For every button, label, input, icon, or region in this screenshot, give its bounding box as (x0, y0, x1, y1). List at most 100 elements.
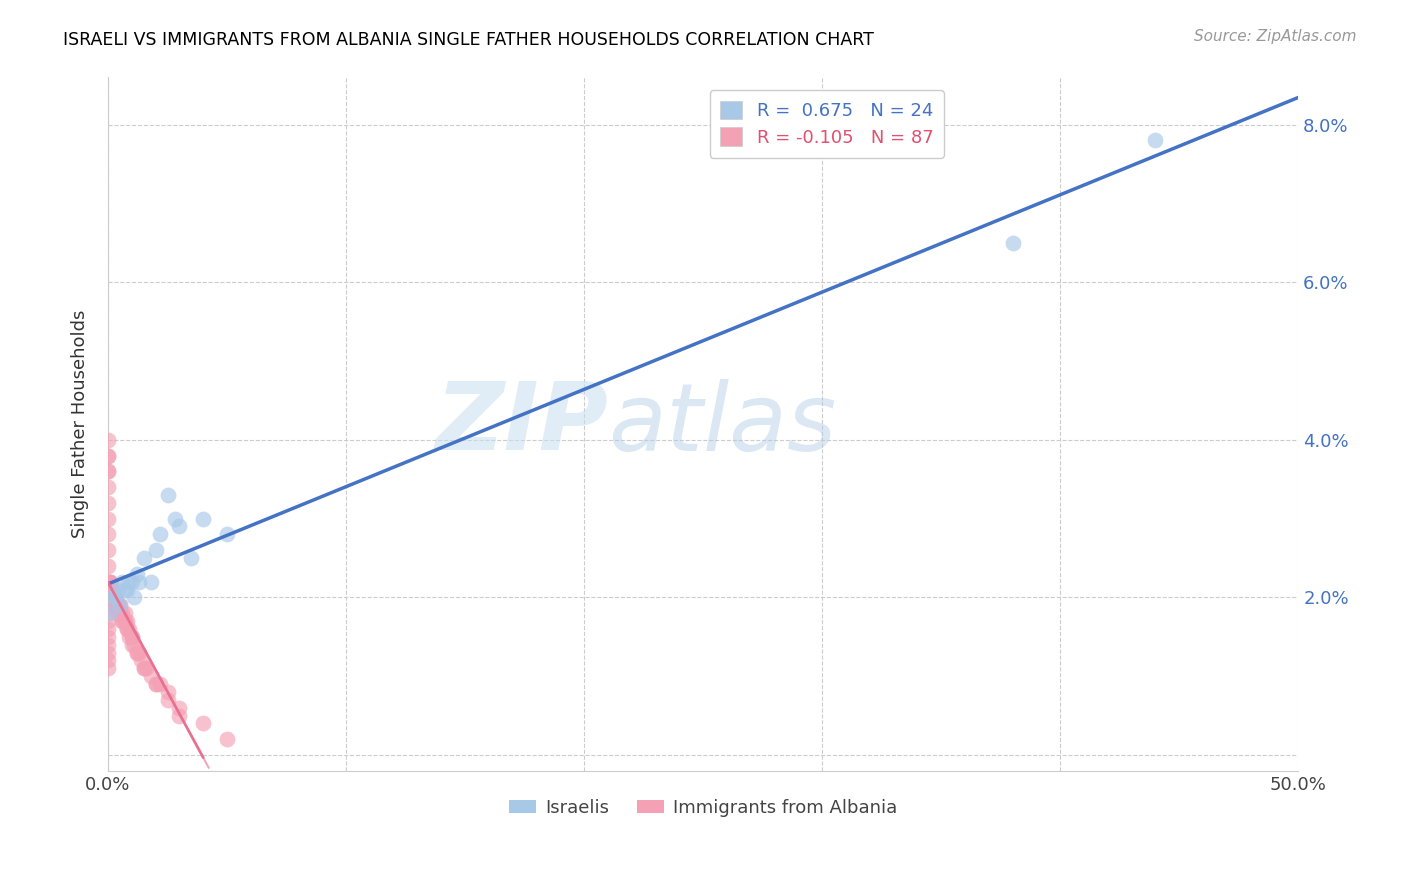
Point (104, 599, 127, 613)
Text: ISRAELI VS IMMIGRANTS FROM ALBANIA SINGLE FATHER HOUSEHOLDS CORRELATION CHART: ISRAELI VS IMMIGRANTS FROM ALBANIA SINGL… (63, 31, 875, 49)
Point (122, 591, 145, 605)
Point (145, 677, 167, 691)
Point (97, 622, 120, 636)
Point (97, 511, 120, 525)
Point (121, 574, 143, 589)
Point (97, 449, 120, 463)
Point (111, 606, 134, 620)
Point (97, 433, 120, 447)
Point (111, 574, 134, 589)
Point (107, 582, 129, 597)
Point (139, 669, 162, 683)
Point (149, 677, 172, 691)
Point (156, 693, 179, 707)
Y-axis label: Single Father Households: Single Father Households (72, 310, 89, 538)
Point (145, 543, 167, 558)
Point (114, 614, 136, 628)
Point (145, 677, 167, 691)
Point (97, 527, 120, 541)
Point (97, 646, 120, 660)
Point (121, 638, 143, 652)
Point (101, 582, 124, 597)
Point (215, 732, 238, 747)
Point (132, 551, 155, 566)
Point (107, 599, 129, 613)
Text: ZIP: ZIP (434, 378, 607, 470)
Point (101, 591, 124, 605)
Point (97, 661, 120, 675)
Point (108, 606, 131, 620)
Point (97, 464, 120, 478)
Point (108, 599, 131, 613)
Point (125, 646, 148, 660)
Point (215, 527, 238, 541)
Point (169, 708, 191, 723)
Point (132, 661, 155, 675)
Point (97, 449, 120, 463)
Point (114, 582, 136, 597)
Point (115, 622, 138, 636)
Point (98, 591, 121, 605)
Point (98, 599, 121, 613)
Point (98, 599, 121, 613)
Point (101, 599, 124, 613)
Point (193, 716, 215, 731)
Point (118, 630, 141, 644)
Point (156, 685, 179, 699)
Point (97, 653, 120, 667)
Point (1144, 133, 1167, 147)
Point (98, 574, 121, 589)
Point (115, 582, 138, 597)
Point (107, 606, 129, 620)
Point (121, 630, 143, 644)
Point (98, 582, 121, 597)
Point (98, 591, 121, 605)
Point (107, 599, 129, 613)
Point (98, 582, 121, 597)
Point (121, 630, 143, 644)
Point (156, 488, 179, 502)
Point (108, 599, 131, 613)
Point (169, 700, 191, 714)
Point (101, 591, 124, 605)
Point (163, 511, 186, 525)
Point (97, 630, 120, 644)
Point (101, 599, 124, 613)
Point (98, 574, 121, 589)
Point (101, 591, 124, 605)
Point (122, 638, 145, 652)
Point (98, 582, 121, 597)
Point (125, 646, 148, 660)
Point (131, 653, 153, 667)
Point (169, 519, 191, 533)
Point (98, 606, 121, 620)
Point (104, 591, 127, 605)
Point (1001, 235, 1024, 250)
Point (98, 591, 121, 605)
Point (180, 551, 202, 566)
Point (104, 591, 127, 605)
Point (97, 582, 120, 597)
Point (101, 599, 124, 613)
Point (128, 574, 150, 589)
Text: Source: ZipAtlas.com: Source: ZipAtlas.com (1194, 29, 1357, 44)
Point (97, 480, 120, 494)
Point (97, 606, 120, 620)
Point (98, 591, 121, 605)
Point (132, 661, 155, 675)
Point (139, 574, 162, 589)
Point (118, 574, 141, 589)
Point (98, 582, 121, 597)
Point (111, 614, 134, 628)
Point (104, 599, 127, 613)
Text: atlas: atlas (607, 378, 837, 469)
Point (104, 591, 127, 605)
Point (97, 558, 120, 573)
Point (107, 599, 129, 613)
Point (101, 582, 124, 597)
Point (149, 527, 172, 541)
Point (114, 614, 136, 628)
Point (97, 464, 120, 478)
Point (97, 599, 120, 613)
Point (101, 591, 124, 605)
